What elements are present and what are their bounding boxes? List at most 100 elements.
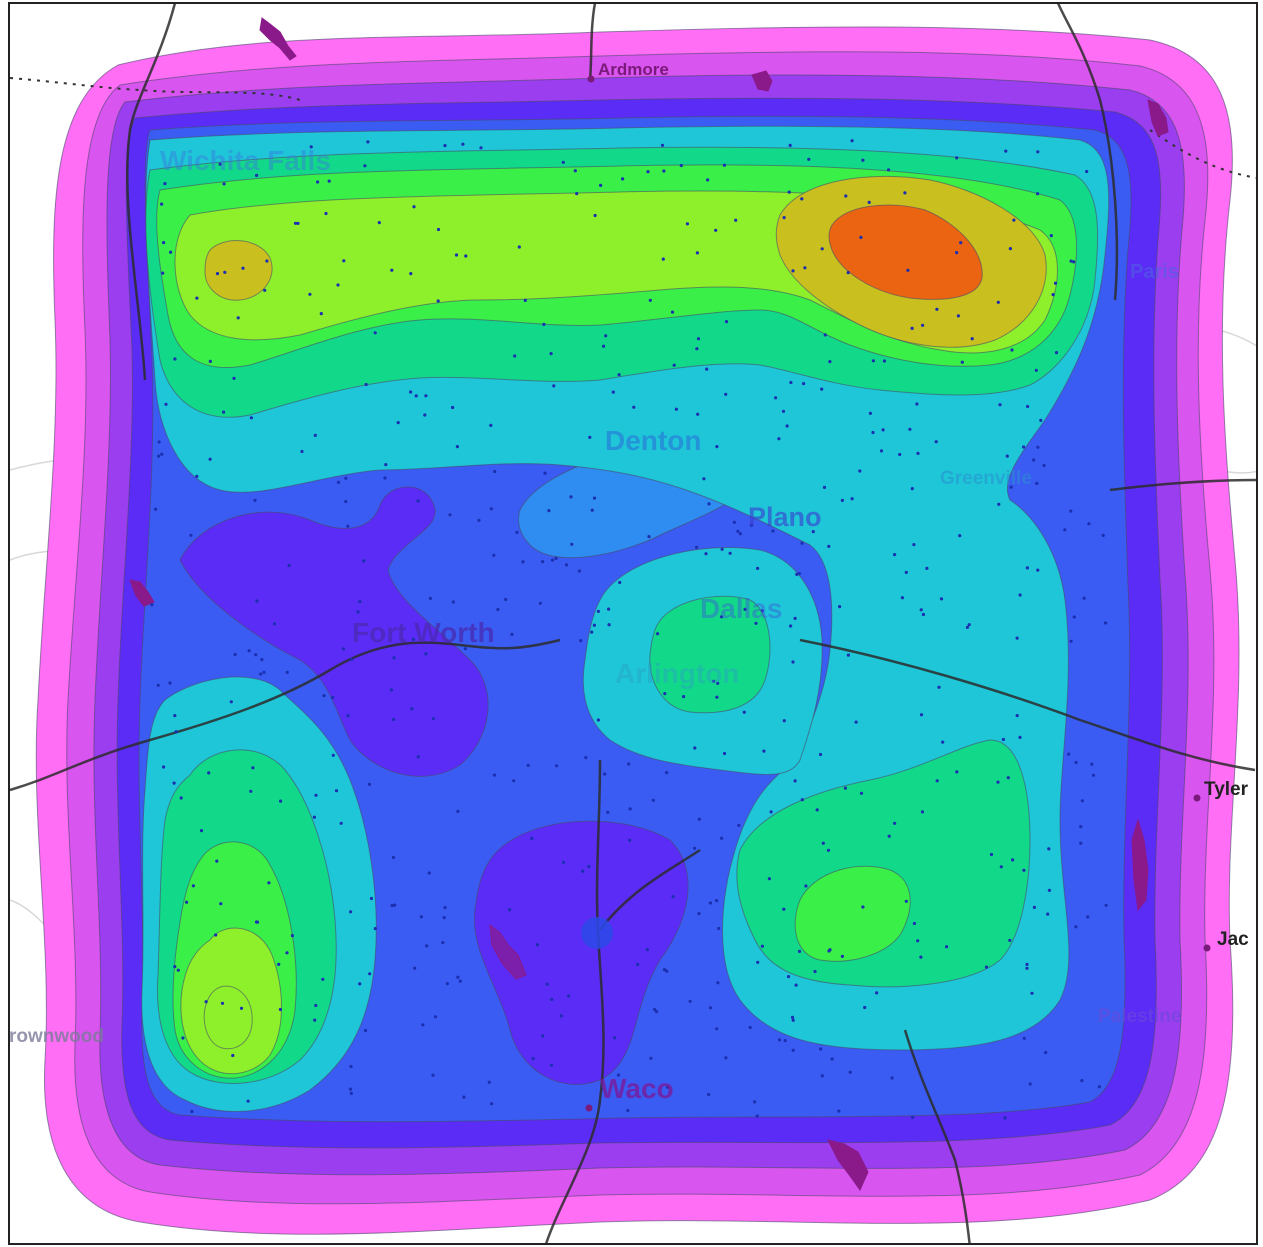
- sample-point: [628, 838, 632, 842]
- sample-point: [916, 939, 920, 943]
- sample-point: [715, 899, 719, 903]
- sample-point: [300, 449, 304, 454]
- sample-point: [241, 266, 245, 270]
- sample-point: [628, 807, 632, 811]
- sample-point: [517, 245, 521, 249]
- sample-point: [648, 298, 652, 302]
- sample-point: [185, 900, 189, 904]
- sample-point: [1010, 348, 1014, 352]
- sample-point: [672, 363, 676, 367]
- sample-point: [618, 580, 622, 585]
- sample-point: [373, 331, 377, 335]
- sample-point: [308, 292, 312, 296]
- sample-point: [688, 999, 692, 1003]
- sample-point: [545, 982, 549, 986]
- sample-point: [364, 382, 368, 387]
- sample-point: [715, 445, 719, 449]
- sample-point: [448, 513, 452, 517]
- sample-point: [807, 157, 811, 161]
- sample-point: [742, 710, 746, 714]
- sample-point: [1028, 1082, 1032, 1086]
- sample-point: [218, 162, 222, 166]
- map-frame: [8, 2, 1258, 1245]
- sample-point: [771, 529, 775, 533]
- sample-point: [705, 367, 709, 371]
- city-label-paris: Paris: [1130, 261, 1179, 283]
- sample-point: [715, 695, 719, 699]
- contour-level-10-southwest: [203, 985, 253, 1050]
- city-marker-tyler: [1193, 794, 1201, 802]
- sample-point: [550, 997, 554, 1002]
- sample-point: [296, 221, 300, 225]
- sample-point: [685, 222, 690, 226]
- sample-point: [910, 487, 914, 491]
- sample-point: [313, 1018, 317, 1022]
- sample-point: [1025, 962, 1029, 967]
- sample-point: [412, 205, 416, 209]
- sample-point: [965, 625, 970, 630]
- sample-point: [1082, 596, 1086, 600]
- sample-point: [850, 497, 854, 501]
- sample-point: [390, 903, 394, 908]
- sample-point: [753, 1100, 757, 1104]
- sample-point: [521, 560, 525, 564]
- sample-point: [496, 607, 500, 612]
- sample-point: [967, 623, 971, 627]
- sample-point: [587, 864, 591, 869]
- sample-point: [231, 1053, 235, 1058]
- sample-point: [559, 1014, 563, 1018]
- sample-point: [442, 916, 446, 920]
- sample-point: [547, 509, 551, 513]
- sample-point: [662, 968, 667, 972]
- sample-point: [396, 421, 400, 425]
- sample-point: [915, 402, 919, 406]
- sample-point: [793, 779, 797, 783]
- sample-point: [1022, 445, 1026, 449]
- sample-point: [724, 392, 728, 396]
- sample-point: [1018, 593, 1022, 597]
- sample-point: [712, 679, 716, 683]
- sample-point: [174, 730, 178, 734]
- sample-point: [867, 200, 871, 204]
- sample-point: [265, 259, 269, 263]
- sample-point: [791, 1048, 795, 1052]
- sample-point: [592, 496, 597, 500]
- sample-point: [463, 647, 467, 651]
- sample-point: [854, 720, 858, 724]
- sample-point: [934, 440, 938, 444]
- city-label-greenville: Greenville: [940, 468, 1032, 489]
- sample-point: [313, 433, 317, 437]
- sample-point: [795, 572, 799, 577]
- sample-point: [428, 596, 432, 601]
- sample-point: [997, 502, 1001, 506]
- sample-point: [804, 884, 808, 888]
- sample-point: [1047, 888, 1051, 893]
- sample-point: [1085, 169, 1089, 174]
- sample-point: [720, 836, 724, 840]
- sample-point: [229, 700, 233, 704]
- sample-point: [487, 1080, 491, 1084]
- sample-point: [621, 177, 625, 181]
- sample-point: [736, 529, 740, 533]
- sample-point: [781, 409, 786, 413]
- sample-point: [756, 960, 760, 964]
- sample-point: [1032, 458, 1036, 462]
- sample-point: [647, 535, 651, 539]
- sample-point: [342, 259, 346, 263]
- sample-point: [1079, 825, 1083, 829]
- sample-point: [504, 597, 508, 602]
- sample-point: [682, 695, 686, 699]
- sample-point: [489, 507, 493, 511]
- sample-point: [1053, 281, 1058, 285]
- sample-point: [344, 476, 348, 480]
- sample-point: [492, 773, 496, 777]
- sample-point: [157, 440, 161, 444]
- sample-point: [1042, 463, 1046, 468]
- sample-point: [1080, 1079, 1084, 1083]
- sample-point: [181, 1036, 185, 1040]
- sample-point: [904, 570, 908, 575]
- sample-point: [287, 563, 291, 568]
- sample-point: [552, 384, 556, 388]
- sample-point: [173, 357, 177, 361]
- sample-point: [695, 251, 700, 255]
